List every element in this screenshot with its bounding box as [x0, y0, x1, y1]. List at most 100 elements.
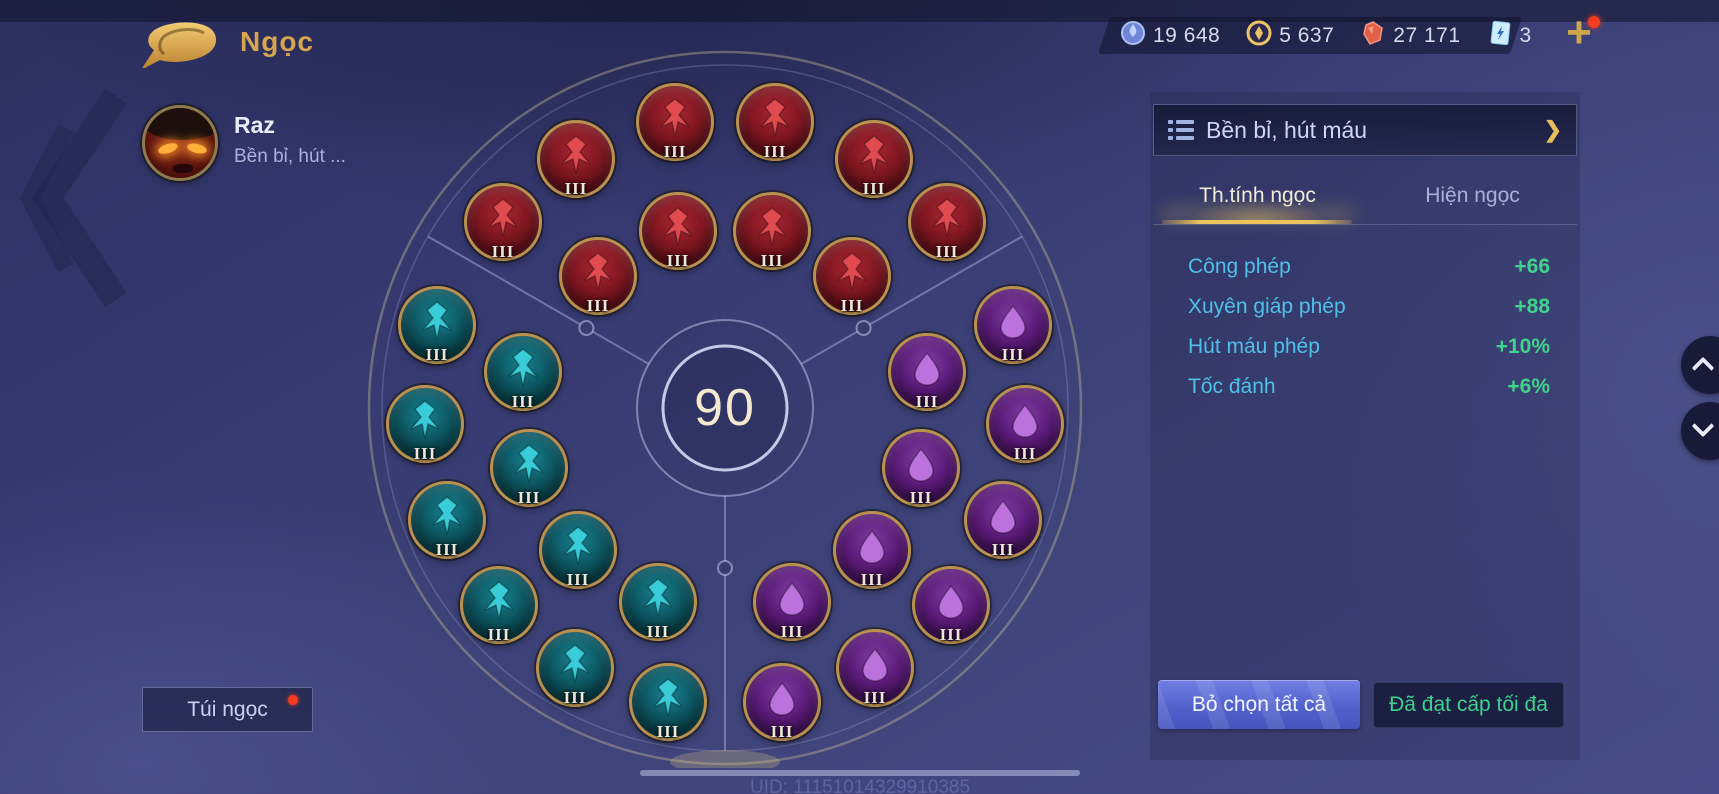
currency-bar: 19 648 5 637 27 171 3 — [1120, 17, 1532, 54]
rune-gem-purple[interactable]: III — [836, 629, 914, 707]
rune-glyph-icon — [1000, 304, 1026, 339]
total-rune-level: 90 — [694, 379, 756, 437]
rune-gem-red[interactable]: III — [559, 237, 637, 315]
rune-level-label: III — [763, 142, 787, 161]
rune-gem-teal[interactable]: III — [539, 511, 617, 589]
max-level-button[interactable]: Đã đạt cấp tối đa — [1373, 682, 1564, 728]
rune-gem-red[interactable]: III — [639, 192, 717, 270]
rune-gem-teal[interactable]: III — [408, 481, 486, 559]
rune-preset-selector[interactable]: Bền bỉ, hút máu ❯ — [1153, 104, 1577, 156]
stat-row: Xuyên giáp phép +88 — [1150, 287, 1580, 327]
rune-glyph-icon — [410, 400, 440, 439]
rune-gem-red[interactable]: III — [537, 120, 615, 198]
chevron-up-icon — [1691, 356, 1715, 380]
rune-level-label: III — [435, 540, 459, 559]
rune-gem-teal[interactable]: III — [629, 663, 707, 741]
chevron-down-icon — [1691, 414, 1715, 438]
notification-dot — [1588, 16, 1600, 28]
preset-title: Bền bỉ, hút máu — [1206, 116, 1368, 143]
rune-gem-red[interactable]: III — [835, 120, 913, 198]
currency-value: 27 171 — [1393, 23, 1461, 47]
scroll-down-button[interactable] — [1681, 402, 1719, 460]
currency-red-gem[interactable]: 27 171 — [1360, 20, 1460, 51]
rune-gem-teal[interactable]: III — [386, 385, 464, 463]
rune-gem-red[interactable]: III — [813, 237, 891, 315]
rune-gem-purple[interactable]: III — [912, 566, 990, 644]
red-gem-icon — [1360, 20, 1386, 51]
rune-glyph-icon — [837, 252, 867, 291]
rune-level-label: III — [517, 488, 541, 507]
rune-glyph-icon — [653, 678, 683, 717]
deselect-all-button[interactable]: Bỏ chọn tất cả — [1158, 680, 1360, 729]
add-currency-button[interactable]: + — [1566, 8, 1592, 57]
stat-label: Xuyên giáp phép — [1188, 295, 1346, 318]
gold-coin-icon — [1246, 20, 1272, 51]
rune-gem-teal[interactable]: III — [619, 563, 697, 641]
rune-gem-teal[interactable]: III — [484, 333, 562, 411]
rune-gem-purple[interactable]: III — [743, 663, 821, 741]
uid-text: UID: 11151014329910385 — [749, 777, 971, 794]
rune-glyph-icon — [769, 681, 795, 716]
rune-level-label: III — [770, 722, 794, 741]
rune-glyph-icon — [432, 496, 462, 535]
rune-gem-red[interactable]: III — [636, 83, 714, 161]
rune-gem-red[interactable]: III — [736, 83, 814, 161]
rune-level-label: III — [663, 142, 687, 161]
rune-gem-purple[interactable]: III — [753, 563, 831, 641]
rune-gem-purple[interactable]: III — [974, 286, 1052, 364]
rune-level-label: III — [860, 570, 884, 589]
rune-gem-purple[interactable]: III — [882, 429, 960, 507]
rune-glyph-icon — [508, 348, 538, 387]
rune-level-label: III — [935, 242, 959, 261]
currency-value: 3 — [1519, 23, 1532, 47]
rune-level-label: III — [511, 392, 535, 411]
back-button[interactable] — [138, 20, 224, 70]
scroll-up-button[interactable] — [1681, 336, 1719, 394]
tab-show-runes[interactable]: Hiện ngọc — [1425, 184, 1520, 207]
rune-bag-label: Túi ngọc — [187, 697, 268, 721]
currency-rune-card[interactable]: 3 — [1487, 20, 1532, 51]
rune-level-label: III — [909, 488, 933, 507]
stat-row: Tốc đánh +6% — [1150, 367, 1580, 407]
tab-divider — [1153, 224, 1577, 225]
avatar-hair — [145, 108, 215, 140]
rune-gem-teal[interactable]: III — [490, 429, 568, 507]
rune-gem-teal[interactable]: III — [536, 629, 614, 707]
currency-blue-gem[interactable]: 19 648 — [1120, 20, 1220, 51]
rune-gem-red[interactable]: III — [733, 192, 811, 270]
panel-tabs: Th.tính ngọc Hiện ngọc — [1150, 176, 1580, 220]
rune-gem-red[interactable]: III — [908, 183, 986, 261]
currency-gold-coin[interactable]: 5 637 — [1246, 20, 1334, 51]
rune-glyph-icon — [932, 198, 962, 237]
rune-glyph-icon — [990, 499, 1016, 534]
list-icon — [1168, 120, 1194, 140]
hero-avatar[interactable] — [142, 105, 218, 181]
deselect-all-label: Bỏ chọn tất cả — [1191, 692, 1327, 716]
rune-card-icon — [1487, 20, 1513, 51]
rune-gem-teal[interactable]: III — [398, 286, 476, 364]
currency-value: 19 648 — [1153, 23, 1221, 47]
rune-level-label: III — [564, 179, 588, 198]
rune-level-label: III — [1013, 444, 1037, 463]
rune-gem-purple[interactable]: III — [964, 481, 1042, 559]
rune-glyph-icon — [643, 578, 673, 617]
rune-level-label: III — [656, 722, 680, 741]
rune-level-label: III — [939, 625, 963, 644]
rune-bag-button[interactable]: Túi ngọc — [142, 687, 313, 732]
rune-gem-purple[interactable]: III — [833, 511, 911, 589]
rune-level-label: III — [646, 622, 670, 641]
stat-value: +66 — [1514, 255, 1550, 278]
rune-glyph-icon — [583, 252, 613, 291]
rune-level-label: III — [563, 688, 587, 707]
rune-gem-teal[interactable]: III — [460, 566, 538, 644]
rune-level-label: III — [666, 251, 690, 270]
tab-rune-stats[interactable]: Th.tính ngọc — [1199, 184, 1316, 207]
rune-glyph-icon — [914, 351, 940, 386]
rune-gem-red[interactable]: III — [464, 183, 542, 261]
rune-gem-purple[interactable]: III — [888, 333, 966, 411]
rune-level-label: III — [425, 345, 449, 364]
rune-glyph-icon — [563, 526, 593, 565]
rune-level-label: III — [780, 622, 804, 641]
rune-level-label: III — [491, 242, 515, 261]
rune-gem-purple[interactable]: III — [986, 385, 1064, 463]
